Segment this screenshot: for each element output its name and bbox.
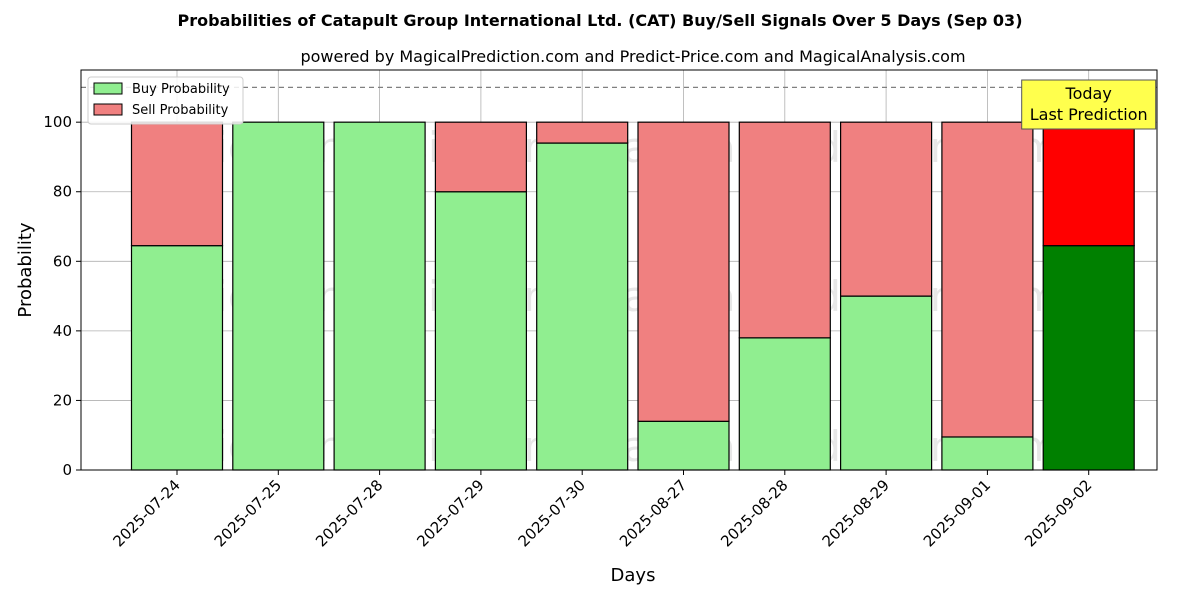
- legend-swatch: [93, 103, 123, 116]
- sell-bar: [536, 121, 629, 144]
- legend-swatch: [93, 82, 123, 95]
- sell-bar: [1042, 121, 1135, 247]
- y-tick-label: 0: [62, 461, 72, 479]
- buy-bar: [333, 121, 426, 471]
- x-tick-label: 2025-08-27: [616, 476, 690, 550]
- x-axis-label: Days: [611, 565, 656, 586]
- x-tick-label: 2025-07-24: [109, 476, 183, 550]
- x-tick-label: 2025-07-25: [211, 476, 285, 550]
- today-annotation-box: [1021, 79, 1157, 130]
- legend-box: [87, 76, 244, 125]
- legend-label: Sell Probability: [132, 103, 229, 118]
- buy-bar: [130, 245, 224, 471]
- x-tick-label: 2025-07-30: [515, 476, 589, 550]
- buy-bar: [232, 121, 325, 471]
- y-tick-label: 40: [53, 322, 72, 340]
- y-axis-label: Probability: [15, 222, 36, 317]
- buy-bar: [1042, 245, 1135, 471]
- buy-bar: [637, 420, 730, 471]
- x-axis-ticks: 2025-07-24 2025-07-25 2025-07-28 2025-07-29…: [109, 470, 1096, 550]
- buy-bar: [738, 337, 831, 471]
- chart-subtitle: powered by MagicalPrediction.com and Pre…: [300, 47, 965, 66]
- x-tick-label: 2025-09-02: [1021, 476, 1095, 550]
- sell-bar: [130, 121, 224, 247]
- y-tick-label: 80: [53, 183, 72, 201]
- x-tick-label: 2025-07-28: [312, 476, 386, 550]
- legend: Buy Probability Sell Probability: [87, 76, 244, 125]
- sell-bar: [637, 121, 730, 422]
- y-tick-label: 20: [53, 391, 72, 409]
- y-axis-ticks: 0 20 40 60 80 100: [43, 113, 81, 479]
- x-tick-label: 2025-08-28: [717, 476, 791, 550]
- y-tick-label: 100: [43, 113, 72, 131]
- sell-bar: [738, 121, 831, 339]
- sell-bar: [941, 121, 1034, 438]
- sell-bar: [839, 121, 933, 297]
- plot-frame: [80, 69, 1158, 471]
- legend-label: Buy Probability: [132, 82, 230, 97]
- bars: [130, 121, 1135, 471]
- x-tick-label: 2025-08-29: [819, 476, 893, 550]
- y-tick-label: 60: [53, 252, 72, 270]
- buy-bar: [941, 436, 1034, 471]
- buy-bar: [434, 191, 527, 471]
- today-annotation-line2: Last Prediction: [1030, 105, 1148, 124]
- chart-title: Probabilities of Catapult Group Internat…: [178, 11, 1023, 30]
- today-annotation-line1: Today: [1065, 84, 1112, 103]
- x-tick-label: 2025-09-01: [920, 476, 994, 550]
- buy-bar: [839, 295, 933, 471]
- sell-bar: [434, 121, 527, 193]
- x-tick-label: 2025-07-29: [413, 476, 487, 550]
- buy-bar: [536, 142, 629, 471]
- today-annotation: Today Last Prediction: [1021, 79, 1157, 130]
